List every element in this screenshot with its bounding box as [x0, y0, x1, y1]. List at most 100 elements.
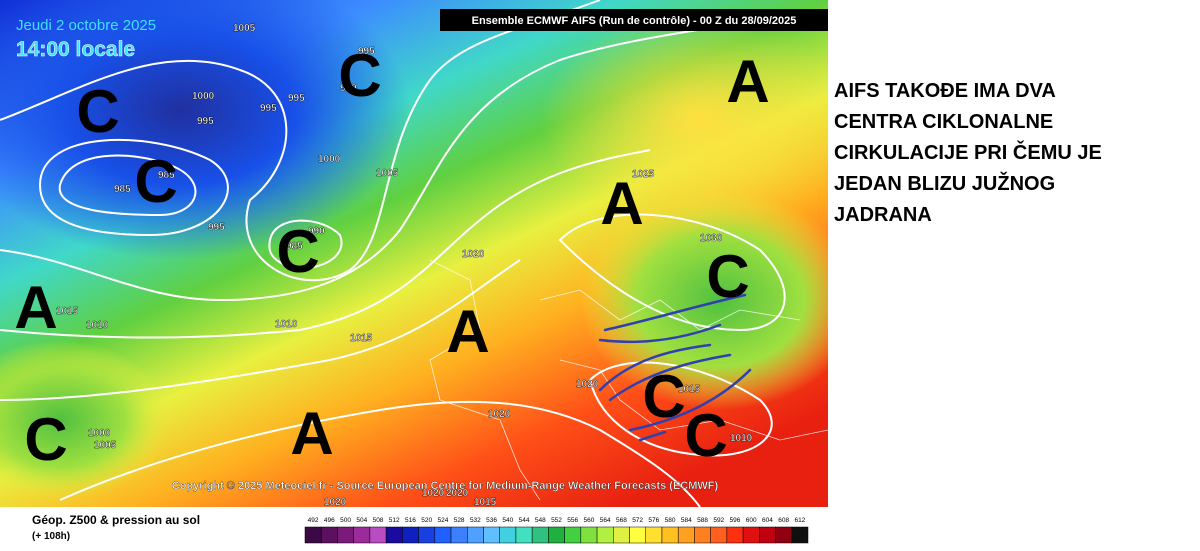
pressure-label: 1010 [730, 433, 753, 444]
colorbar-cell [418, 526, 436, 544]
pressure-label: 1020 [324, 497, 347, 507]
colorbar-cell [483, 526, 500, 544]
colorbar-label: 544 [519, 517, 530, 524]
colorbar-cell [531, 526, 549, 544]
pressure-label: 1015 [56, 306, 79, 317]
colorbar-label: 560 [584, 517, 595, 524]
colorbar-label: 576 [648, 517, 659, 524]
pressure-label: 990 [308, 226, 325, 237]
low-center: C [684, 402, 727, 469]
colorbar-cell [694, 526, 711, 544]
pressure-label: 985 [114, 184, 131, 195]
pressure-labels: 1005 995 990 1000 995 995 995 1000 1005 … [56, 23, 753, 507]
colorbar-label: 568 [616, 517, 627, 524]
pressure-label: 995 [208, 222, 225, 233]
pressure-label: 1030 [700, 233, 723, 244]
time: 14:00 locale [16, 38, 135, 61]
pressure-label: 1020 [422, 488, 445, 499]
pressure-centers: C C C C C C C C A A A A A [14, 42, 769, 473]
colorbar-label: 592 [713, 517, 724, 524]
colorbar-label: 608 [778, 517, 789, 524]
comment-line: CIRKULACIJE PRI ČEMU JE [834, 142, 1102, 164]
colorbar-cell [629, 526, 646, 544]
colorbar-label: 600 [746, 517, 757, 524]
colorbar-cell [580, 526, 598, 544]
comment-line: CENTRA CIKLONALNE [834, 111, 1054, 133]
colorbar-cell [320, 526, 338, 544]
pressure-label: 985 [158, 170, 175, 181]
pressure-label: 1020 [462, 249, 485, 260]
pressure-label: 1000 [88, 428, 111, 439]
low-center: C [76, 78, 119, 145]
pressure-label: 995 [358, 46, 375, 57]
colorbar-cell [467, 526, 484, 544]
pressure-label: 1005 [376, 168, 399, 179]
colorbar-cell [385, 526, 403, 544]
colorbar-cell [710, 526, 728, 544]
copyright: Copyright © 2025 Meteociel.fr - Source E… [172, 480, 719, 492]
pressure-label: 1010 [275, 319, 298, 330]
pressure-label: 1000 [318, 154, 341, 165]
colorbar-label: 528 [454, 517, 465, 524]
pressure-label: 985 [286, 241, 303, 252]
pressure-label: 1015 [678, 384, 701, 395]
high-center: A [726, 48, 769, 115]
high-center: A [290, 400, 333, 467]
colorbar-cell [726, 526, 744, 544]
colorbar-label: 596 [730, 517, 741, 524]
colorbar-cell [353, 526, 371, 544]
colorbar-cell [402, 526, 419, 544]
pressure-label: 995 [260, 103, 277, 114]
colorbar-cell [791, 526, 809, 544]
pressure-label: 1005 [233, 23, 256, 34]
weather-map: Ensemble ECMWF AIFS (Run de contrôle) - … [0, 0, 828, 507]
colorbar-cell [337, 526, 354, 544]
colorbar-cell [677, 526, 695, 544]
comment-line: JEDAN BLIZU JUŽNOG [834, 173, 1056, 195]
colorbar-label: 500 [340, 517, 351, 524]
comment-line: JADRANA [834, 204, 932, 226]
low-center: C [24, 406, 67, 473]
colorbar-label: 540 [502, 517, 513, 524]
colorbar-label: 516 [405, 517, 416, 524]
low-center: C [706, 243, 749, 310]
date: Jeudi 2 octobre 2025 [16, 17, 156, 34]
low-center: C [276, 218, 319, 285]
pressure-label: 995 [197, 116, 214, 127]
pressure-label: 1020 [488, 409, 511, 420]
colorbar-label: 604 [762, 517, 773, 524]
colorbar-label: 552 [551, 517, 562, 524]
pressure-label: 990 [340, 83, 357, 94]
colorbar-cell [661, 526, 679, 544]
colorbar-label: 572 [632, 517, 643, 524]
pressure-label: 1000 [192, 91, 215, 102]
pressure-label: 1015 [474, 497, 497, 507]
colorbar-cell [613, 526, 630, 544]
colorbar-label: 548 [535, 517, 546, 524]
colorbar-cell [450, 526, 468, 544]
colorbar-cell [759, 526, 776, 544]
pressure-label: 2020 [446, 488, 469, 499]
colorbar-label: 504 [356, 517, 367, 524]
colorbar-cell [548, 526, 565, 544]
pressure-label: 1010 [86, 320, 109, 331]
pressure-label: 1005 [94, 440, 117, 451]
legend-lead: (+ 108h) [32, 531, 71, 542]
comment-line: AIFS TAKOĐE IMA DVA [834, 80, 1056, 102]
high-center: A [446, 298, 489, 365]
colorbar-cell [499, 526, 517, 544]
high-center: A [14, 274, 57, 341]
colorbar-label: 496 [324, 517, 335, 524]
colorbar-cell [564, 526, 582, 544]
pressure-label: 1020 [576, 379, 599, 390]
pressure-label: 1025 [632, 169, 655, 180]
colorbar-cell [596, 526, 614, 544]
header-bg [440, 9, 828, 31]
colorbar-label: 612 [794, 517, 805, 524]
colorbar-label: 508 [373, 517, 384, 524]
colorbar-cell [775, 526, 793, 544]
colorbar-label: 588 [697, 517, 708, 524]
low-center: C [642, 363, 685, 430]
colorbar-label: 532 [470, 517, 481, 524]
colorbar-cell [434, 526, 452, 544]
